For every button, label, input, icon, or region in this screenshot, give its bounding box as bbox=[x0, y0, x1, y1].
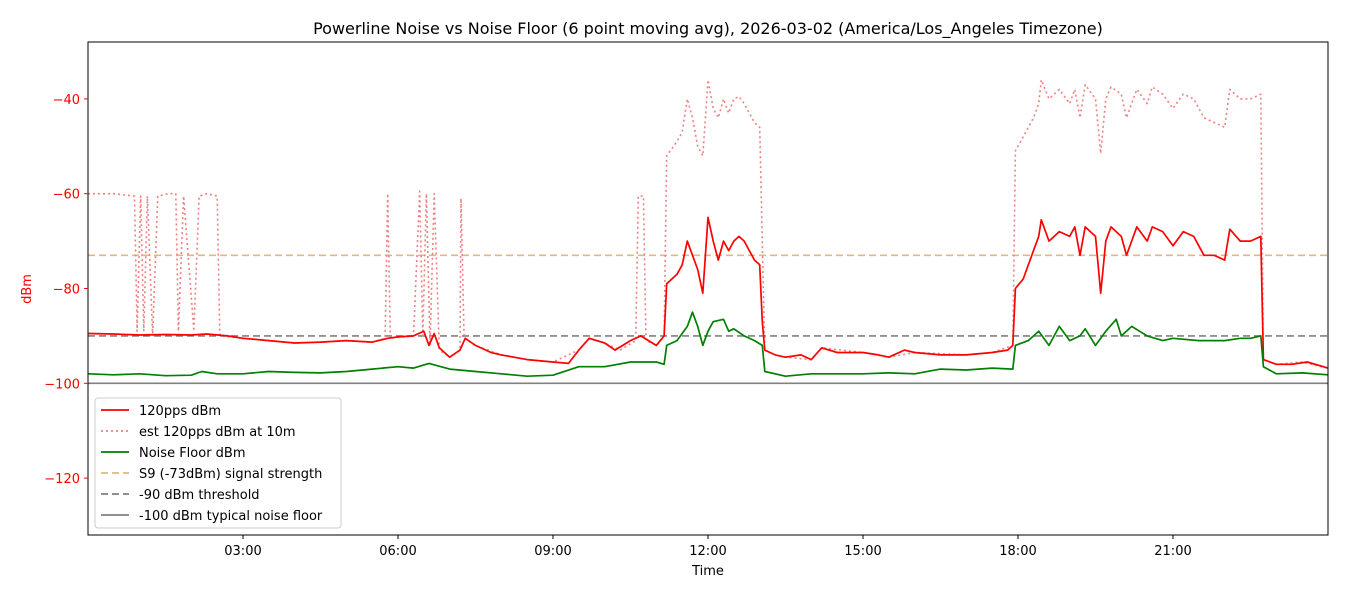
legend-label-4: -90 dBm threshold bbox=[139, 488, 260, 503]
legend-label-5: -100 dBm typical noise floor bbox=[139, 509, 323, 524]
x-tick-label-3: 12:00 bbox=[689, 544, 726, 559]
legend-label-3: S9 (-73dBm) signal strength bbox=[139, 467, 322, 482]
y-axis: −40 −60 −80 −100 −120 bbox=[44, 93, 88, 487]
legend-label-1: est 120pps dBm at 10m bbox=[139, 425, 296, 440]
series-line-2 bbox=[87, 311, 1329, 378]
series-line-1 bbox=[88, 79, 1329, 369]
legend: 120pps dBm est 120pps dBm at 10m Noise Flo… bbox=[94, 397, 342, 529]
x-tick-label-4: 15:00 bbox=[844, 544, 881, 559]
y-tick-label-0: −40 bbox=[53, 93, 80, 108]
y-axis-label: dBm bbox=[20, 274, 35, 304]
x-tick-label-5: 18:00 bbox=[999, 544, 1036, 559]
series-line-0 bbox=[87, 216, 1329, 369]
y-tick-label-2: −80 bbox=[53, 283, 80, 298]
x-axis-label: Time bbox=[691, 564, 724, 579]
y-tick-label-1: −60 bbox=[53, 188, 80, 203]
y-tick-label-4: −120 bbox=[44, 472, 80, 487]
x-tick-label-0: 03:00 bbox=[224, 544, 261, 559]
y-tick-label-3: −100 bbox=[44, 377, 80, 392]
chart-title: Powerline Noise vs Noise Floor (6 point … bbox=[313, 19, 1103, 39]
plot-area bbox=[87, 79, 1329, 385]
legend-label-0: 120pps dBm bbox=[139, 404, 221, 419]
legend-box bbox=[94, 397, 342, 529]
legend-label-2: Noise Floor dBm bbox=[139, 446, 246, 461]
x-axis: 03:00 06:00 09:00 12:00 15:00 18:00 21:00 bbox=[224, 535, 1192, 559]
x-tick-label-2: 09:00 bbox=[534, 544, 571, 559]
x-tick-label-1: 06:00 bbox=[379, 544, 416, 559]
x-tick-label-6: 21:00 bbox=[1154, 544, 1191, 559]
